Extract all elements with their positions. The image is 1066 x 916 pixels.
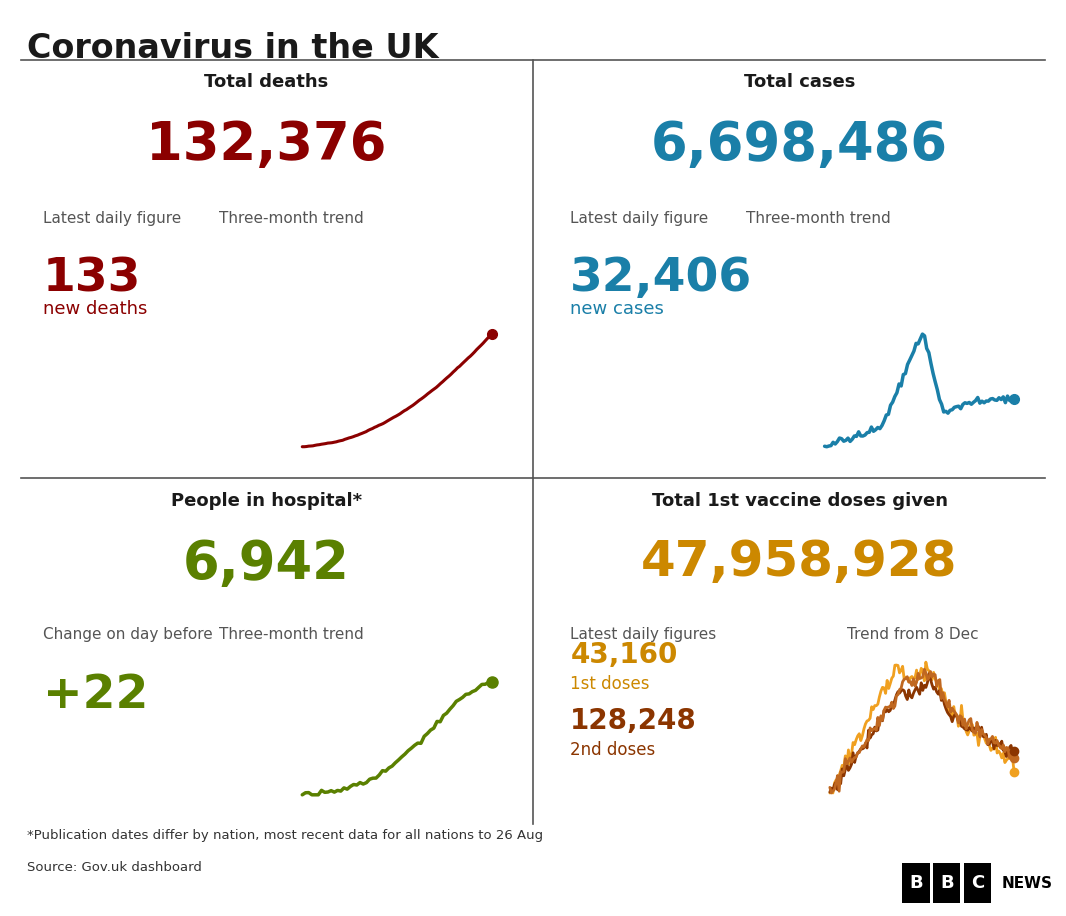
Text: 47,958,928: 47,958,928 (642, 538, 957, 585)
Text: Total deaths: Total deaths (205, 73, 328, 92)
Text: Source: Gov.uk dashboard: Source: Gov.uk dashboard (27, 861, 201, 874)
Text: new deaths: new deaths (43, 300, 147, 319)
Text: 43,160: 43,160 (570, 641, 678, 670)
Text: Trend from 8 Dec: Trend from 8 Dec (847, 627, 979, 642)
Text: Total 1st vaccine doses given: Total 1st vaccine doses given (651, 492, 948, 510)
Text: 32,406: 32,406 (570, 256, 753, 301)
Bar (933, 863, 960, 903)
Text: 2nd doses: 2nd doses (570, 741, 656, 759)
Text: B: B (940, 874, 954, 892)
Text: Latest daily figure: Latest daily figure (43, 211, 181, 225)
Text: Latest daily figures: Latest daily figures (570, 627, 716, 642)
Text: Change on day before: Change on day before (43, 627, 212, 642)
Text: new cases: new cases (570, 300, 664, 319)
Text: 128,248: 128,248 (570, 707, 697, 736)
Text: B: B (909, 874, 923, 892)
Bar (902, 863, 930, 903)
Text: Three-month trend: Three-month trend (219, 627, 364, 642)
Text: C: C (971, 874, 984, 892)
Text: +22: +22 (43, 673, 148, 718)
Bar (964, 863, 991, 903)
Text: Three-month trend: Three-month trend (219, 211, 364, 225)
Text: *Publication dates differ by nation, most recent data for all nations to 26 Aug: *Publication dates differ by nation, mos… (27, 829, 543, 842)
Text: Total cases: Total cases (744, 73, 855, 92)
Text: 6,942: 6,942 (183, 538, 350, 590)
Text: NEWS: NEWS (1002, 876, 1052, 890)
Text: 6,698,486: 6,698,486 (651, 119, 948, 171)
Text: 132,376: 132,376 (146, 119, 387, 171)
Text: 1st doses: 1st doses (570, 675, 650, 693)
Text: Latest daily figure: Latest daily figure (570, 211, 709, 225)
Text: Coronavirus in the UK: Coronavirus in the UK (27, 32, 438, 65)
Text: Three-month trend: Three-month trend (746, 211, 891, 225)
Text: 133: 133 (43, 256, 141, 301)
Text: People in hospital*: People in hospital* (171, 492, 362, 510)
